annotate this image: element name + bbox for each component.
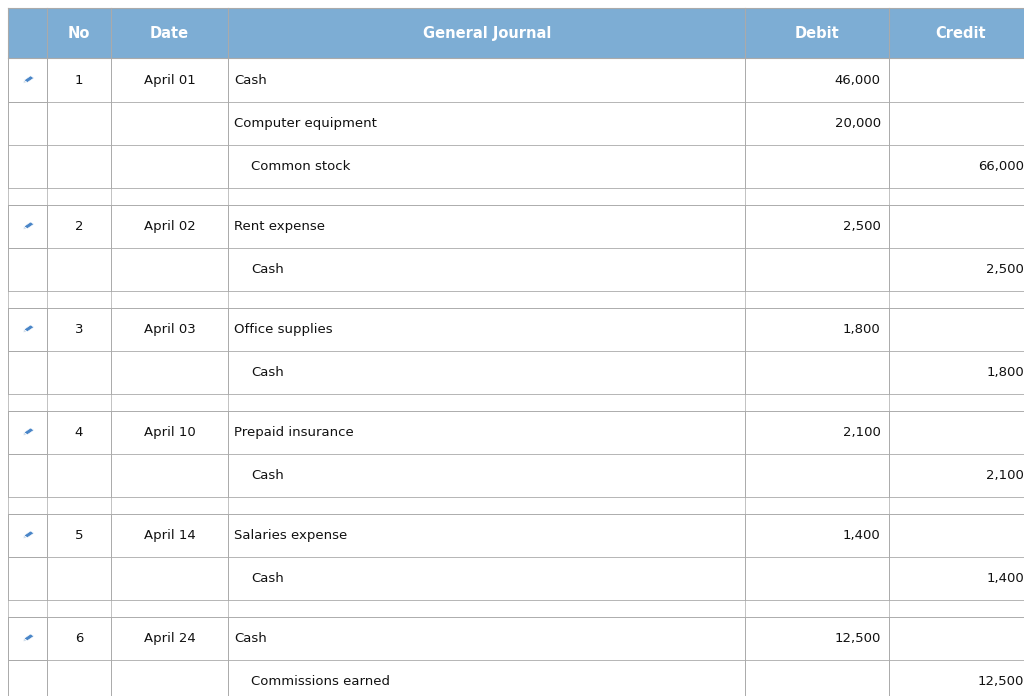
Bar — [8, 514, 47, 557]
Text: 2: 2 — [75, 220, 83, 232]
Polygon shape — [24, 535, 28, 538]
Text: 4: 4 — [75, 426, 83, 438]
Text: Date: Date — [150, 26, 189, 41]
Text: 1,800: 1,800 — [843, 323, 881, 335]
Text: 1,800: 1,800 — [986, 366, 1024, 379]
Bar — [8, 291, 1024, 308]
Text: 20,000: 20,000 — [835, 117, 881, 129]
Text: Office supplies: Office supplies — [234, 323, 333, 335]
Text: Prepaid insurance: Prepaid insurance — [234, 426, 354, 438]
Text: April 02: April 02 — [143, 220, 196, 232]
Text: Commissions earned: Commissions earned — [251, 675, 390, 688]
Bar — [8, 308, 1024, 394]
Bar — [8, 205, 47, 248]
Polygon shape — [24, 325, 34, 332]
Polygon shape — [24, 76, 34, 83]
Text: 12,500: 12,500 — [835, 632, 881, 644]
Text: April 03: April 03 — [143, 323, 196, 335]
Text: 3: 3 — [75, 323, 83, 335]
Bar — [8, 8, 1024, 58]
Bar — [8, 411, 47, 454]
Text: 12,500: 12,500 — [978, 675, 1024, 688]
Text: April 01: April 01 — [143, 74, 196, 86]
Text: General Journal: General Journal — [423, 26, 551, 41]
Text: 2,100: 2,100 — [986, 469, 1024, 482]
Text: Cash: Cash — [251, 469, 284, 482]
Bar — [8, 205, 1024, 291]
Text: 2,100: 2,100 — [843, 426, 881, 438]
Text: 66,000: 66,000 — [978, 160, 1024, 173]
Bar — [8, 394, 1024, 411]
Polygon shape — [24, 428, 34, 435]
Text: Rent expense: Rent expense — [234, 220, 326, 232]
Text: Cash: Cash — [251, 366, 284, 379]
Polygon shape — [24, 329, 28, 332]
Bar — [8, 514, 1024, 600]
Polygon shape — [24, 531, 34, 538]
Polygon shape — [24, 222, 34, 229]
Text: April 10: April 10 — [143, 426, 196, 438]
Text: Cash: Cash — [234, 74, 267, 86]
Polygon shape — [24, 432, 28, 435]
Text: Salaries expense: Salaries expense — [234, 529, 348, 541]
Bar — [8, 617, 47, 660]
Bar — [8, 617, 1024, 696]
Text: 1,400: 1,400 — [843, 529, 881, 541]
Text: Cash: Cash — [251, 572, 284, 585]
Text: Common stock: Common stock — [251, 160, 350, 173]
Bar — [8, 188, 1024, 205]
Text: Cash: Cash — [234, 632, 267, 644]
Text: April 24: April 24 — [143, 632, 196, 644]
Text: April 14: April 14 — [143, 529, 196, 541]
Text: Debit: Debit — [795, 26, 840, 41]
Text: 46,000: 46,000 — [835, 74, 881, 86]
Text: 2,500: 2,500 — [986, 263, 1024, 276]
Bar — [8, 411, 1024, 497]
Text: Credit: Credit — [935, 26, 986, 41]
Bar — [8, 600, 1024, 617]
Polygon shape — [24, 638, 28, 641]
Bar — [8, 58, 1024, 188]
Bar — [8, 497, 1024, 514]
Text: 2,500: 2,500 — [843, 220, 881, 232]
Bar — [8, 58, 47, 102]
Text: 1,400: 1,400 — [986, 572, 1024, 585]
Text: Cash: Cash — [251, 263, 284, 276]
Polygon shape — [24, 226, 28, 229]
Text: No: No — [68, 26, 90, 41]
Text: 1: 1 — [75, 74, 83, 86]
Text: 6: 6 — [75, 632, 83, 644]
Text: 5: 5 — [75, 529, 83, 541]
Text: Computer equipment: Computer equipment — [234, 117, 378, 129]
Polygon shape — [24, 80, 28, 83]
Polygon shape — [24, 634, 34, 641]
Bar — [8, 308, 47, 351]
